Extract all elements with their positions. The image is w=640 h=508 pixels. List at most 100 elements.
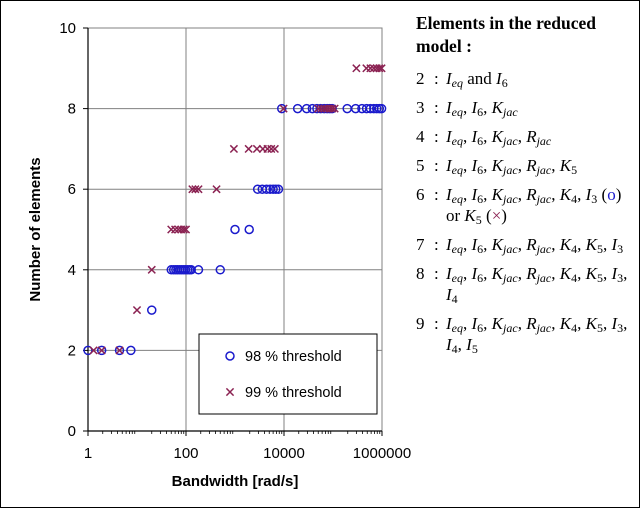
element-count: 9 (416, 314, 425, 333)
data-point-circle (114, 345, 125, 356)
element-list-item: 5: Ieq, I6, Kjac, Rjac, K5 (416, 155, 638, 176)
separator: : (434, 69, 439, 88)
data-point-circle (244, 224, 254, 235)
element-list-item: 4: Ieq, I6, Kjac, Rjac (416, 126, 638, 147)
data-point-circle (126, 345, 136, 356)
y-tick-label: 8 (68, 101, 76, 118)
element-names: Ieq, I6, Kjac, Rjac (446, 127, 552, 148)
y-tick-label: 10 (59, 20, 76, 37)
element-count: 7 (416, 235, 425, 254)
y-tick-label: 6 (68, 181, 76, 198)
data-point-circle (301, 103, 312, 114)
separator: : (434, 314, 439, 333)
x-axis-title: Bandwidth [rad/s] (172, 473, 299, 490)
separator: : (434, 127, 439, 146)
x-tick-label: 100 (173, 445, 198, 462)
y-axis-title: Number of elements (27, 157, 44, 301)
data-point-circle (271, 184, 281, 194)
element-names: Ieq, I6, Kjac, Rjac, K4, K5, I3, I4 (446, 264, 628, 306)
y-tick-label: 4 (68, 262, 76, 279)
data-point-cross (147, 265, 156, 274)
element-names: Ieq, I6, Kjac, Rjac, K5 (446, 156, 578, 177)
data-point-cross (267, 144, 276, 154)
data-point-circle (365, 103, 376, 114)
element-count: 8 (416, 264, 425, 283)
data-point-cross (89, 346, 98, 355)
data-point-cross (170, 225, 180, 234)
separator: : (434, 98, 439, 117)
element-count: 6 (416, 185, 425, 204)
element-names: Ieq, I6, Kjac, Rjac, K4, I3 (o) or K5 (×… (446, 185, 622, 227)
element-list-item: 7: Ieq, I6, Kjac, Rjac, K4, K5, I3 (416, 234, 638, 255)
separator: : (434, 264, 439, 283)
x-tick-label: 1000000 (353, 445, 411, 462)
element-list-item: 2: Ieq and I6 (416, 68, 638, 89)
data-point-cross (167, 225, 176, 234)
legend: 98 % threshold 99 % threshold (198, 333, 378, 415)
element-count: 4 (416, 127, 425, 146)
data-point-circle (215, 265, 225, 275)
data-point-circle (193, 265, 204, 275)
data-marks-layer (83, 64, 387, 356)
data-point-cross (328, 104, 337, 113)
panel-title: Elements in the reduced model : (416, 13, 597, 56)
data-point-circle (361, 103, 372, 114)
data-point-cross (132, 305, 142, 315)
data-point-cross (314, 104, 323, 113)
element-count: 5 (416, 156, 425, 175)
data-point-cross (279, 104, 288, 113)
reduced-model-panel: Elements in the reduced model : 2: Ieq an… (416, 12, 638, 363)
data-point-cross (252, 144, 262, 154)
y-tick-label: 0 (68, 423, 76, 440)
data-point-circle (83, 345, 93, 356)
data-point-cross (97, 346, 106, 355)
data-point-cross (191, 185, 200, 194)
data-point-circle (230, 224, 240, 235)
data-point-circle (147, 305, 157, 315)
tick-label-layer: 0 2 4 6 8 10 1 100 10000 1000000 (59, 20, 411, 462)
x-tick-label: 1 (84, 445, 92, 462)
data-point-circle (96, 345, 107, 356)
x-tick-label: 10000 (263, 445, 305, 462)
data-point-cross (212, 185, 221, 194)
element-list-item: 8: Ieq, I6, Kjac, Rjac, K4, K5, I3, I4 (416, 263, 638, 305)
separator: : (434, 235, 439, 254)
legend-cross-icon (225, 387, 235, 397)
element-list-item: 6: Ieq, I6, Kjac, Rjac, K4, I3 (o) or K5 … (416, 184, 638, 226)
data-point-cross (352, 64, 361, 73)
series-1 (83, 103, 387, 356)
data-point-circle (273, 184, 284, 194)
data-point-cross (244, 144, 253, 154)
data-point-circle (252, 184, 263, 194)
data-point-cross (366, 64, 375, 73)
data-point-cross (181, 225, 191, 234)
element-count: 3 (416, 98, 425, 117)
data-point-cross (115, 346, 124, 355)
series-2 (89, 64, 386, 355)
data-point-circle (268, 184, 278, 194)
data-point-cross (263, 144, 272, 154)
legend-label: 98 % threshold (245, 349, 342, 365)
element-names: Ieq, I6, Kjac (446, 98, 518, 119)
element-names: Ieq, I6, Kjac, Rjac, K4, K5, I3 (446, 235, 624, 256)
data-point-circle (376, 103, 387, 114)
data-point-circle (261, 184, 272, 194)
legend-box (198, 333, 378, 415)
data-point-cross (270, 144, 279, 154)
y-tick-label: 2 (68, 342, 76, 359)
data-point-circle (350, 103, 361, 114)
separator: : (434, 185, 439, 204)
data-point-cross (179, 225, 188, 234)
data-point-cross (377, 64, 386, 73)
element-names: Ieq, I6, Kjac, Rjac, K4, K5, I3, I4, I5 (446, 314, 628, 356)
data-point-cross (194, 185, 203, 194)
element-list: 2: Ieq and I6 3: Ieq, I6, Kjac 4: Ieq, I6, Kj… (416, 68, 638, 355)
data-point-circle (371, 103, 382, 114)
element-names: Ieq and I6 (446, 69, 508, 90)
data-point-circle (277, 103, 287, 114)
data-point-cross (188, 185, 197, 194)
data-point-circle (292, 103, 303, 114)
data-point-cross (375, 64, 384, 73)
element-list-item: 9: Ieq, I6, Kjac, Rjac, K4, K5, I3, I4, I… (416, 313, 638, 355)
